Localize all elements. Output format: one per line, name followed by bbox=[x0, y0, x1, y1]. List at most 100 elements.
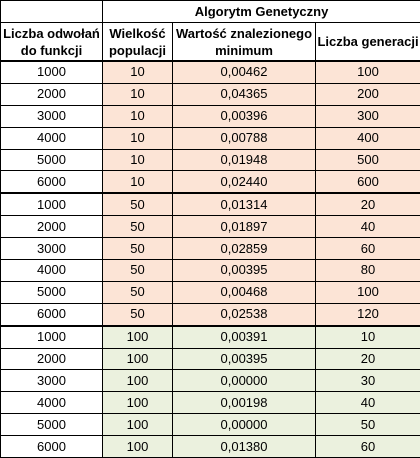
cell-population: 50 bbox=[103, 260, 173, 282]
cell-generations: 100 bbox=[316, 61, 420, 83]
cell-calls: 5000 bbox=[1, 149, 103, 171]
cell-minimum: 0,01897 bbox=[173, 216, 316, 238]
cell-population: 100 bbox=[103, 436, 173, 458]
cell-minimum: 0,00000 bbox=[173, 370, 316, 392]
cell-minimum: 0,02538 bbox=[173, 303, 316, 325]
header-calls: Liczba odwołań do funkcji bbox=[1, 23, 103, 62]
cell-minimum: 0,04365 bbox=[173, 83, 316, 105]
cell-generations: 300 bbox=[316, 105, 420, 127]
cell-generations: 30 bbox=[316, 370, 420, 392]
cell-population: 100 bbox=[103, 326, 173, 348]
cell-generations: 60 bbox=[316, 238, 420, 260]
group-title: Algorytm Genetyczny bbox=[103, 1, 420, 23]
cell-minimum: 0,00198 bbox=[173, 392, 316, 414]
cell-calls: 1000 bbox=[1, 193, 103, 215]
cell-generations: 40 bbox=[316, 216, 420, 238]
cell-minimum: 0,01314 bbox=[173, 193, 316, 215]
cell-calls: 4000 bbox=[1, 260, 103, 282]
cell-calls: 2000 bbox=[1, 348, 103, 370]
header-minimum: Wartość znalezionego minimum bbox=[173, 23, 316, 62]
cell-population: 10 bbox=[103, 171, 173, 193]
header-generations: Liczba generacji bbox=[316, 23, 420, 62]
cell-calls: 3000 bbox=[1, 105, 103, 127]
cell-minimum: 0,00788 bbox=[173, 127, 316, 149]
group-header-row: Algorytm Genetyczny bbox=[1, 1, 420, 23]
cell-minimum: 0,02859 bbox=[173, 238, 316, 260]
cell-minimum: 0,02440 bbox=[173, 171, 316, 193]
cell-generations: 500 bbox=[316, 149, 420, 171]
cell-population: 10 bbox=[103, 83, 173, 105]
cell-minimum: 0,00462 bbox=[173, 61, 316, 83]
cell-calls: 4000 bbox=[1, 127, 103, 149]
cell-generations: 400 bbox=[316, 127, 420, 149]
cell-calls: 5000 bbox=[1, 414, 103, 436]
cell-minimum: 0,00395 bbox=[173, 348, 316, 370]
cell-population: 10 bbox=[103, 149, 173, 171]
column-header-row: Liczba odwołań do funkcji Wielkość popul… bbox=[1, 23, 420, 62]
cell-generations: 50 bbox=[316, 414, 420, 436]
cell-population: 50 bbox=[103, 281, 173, 303]
cell-minimum: 0,00000 bbox=[173, 414, 316, 436]
cell-population: 50 bbox=[103, 238, 173, 260]
cell-calls: 2000 bbox=[1, 83, 103, 105]
cell-minimum: 0,00468 bbox=[173, 281, 316, 303]
cell-generations: 600 bbox=[316, 171, 420, 193]
cell-generations: 10 bbox=[316, 326, 420, 348]
cell-calls: 1000 bbox=[1, 61, 103, 83]
cell-population: 100 bbox=[103, 392, 173, 414]
cell-calls: 3000 bbox=[1, 238, 103, 260]
cell-calls: 6000 bbox=[1, 303, 103, 325]
cell-calls: 6000 bbox=[1, 171, 103, 193]
cell-population: 10 bbox=[103, 105, 173, 127]
cell-minimum: 0,00396 bbox=[173, 105, 316, 127]
cell-calls: 5000 bbox=[1, 281, 103, 303]
cell-calls: 4000 bbox=[1, 392, 103, 414]
cell-calls: 6000 bbox=[1, 436, 103, 458]
cell-generations: 20 bbox=[316, 348, 420, 370]
cell-minimum: 0,00395 bbox=[173, 260, 316, 282]
cell-generations: 20 bbox=[316, 193, 420, 215]
cell-population: 50 bbox=[103, 303, 173, 325]
cell-population: 50 bbox=[103, 216, 173, 238]
cell-generations: 60 bbox=[316, 436, 420, 458]
header-population: Wielkość populacji bbox=[103, 23, 173, 62]
blank-corner-cell bbox=[1, 1, 103, 23]
cell-generations: 80 bbox=[316, 260, 420, 282]
cell-minimum: 0,00391 bbox=[173, 326, 316, 348]
cell-generations: 120 bbox=[316, 303, 420, 325]
cell-population: 10 bbox=[103, 127, 173, 149]
cell-population: 10 bbox=[103, 61, 173, 83]
cell-calls: 2000 bbox=[1, 216, 103, 238]
cell-population: 100 bbox=[103, 348, 173, 370]
cell-generations: 200 bbox=[316, 83, 420, 105]
cell-minimum: 0,01948 bbox=[173, 149, 316, 171]
cell-generations: 40 bbox=[316, 392, 420, 414]
cell-population: 100 bbox=[103, 414, 173, 436]
cell-population: 50 bbox=[103, 193, 173, 215]
cell-population: 100 bbox=[103, 370, 173, 392]
cell-generations: 100 bbox=[316, 281, 420, 303]
cell-calls: 1000 bbox=[1, 326, 103, 348]
cell-calls: 3000 bbox=[1, 370, 103, 392]
cell-minimum: 0,01380 bbox=[173, 436, 316, 458]
